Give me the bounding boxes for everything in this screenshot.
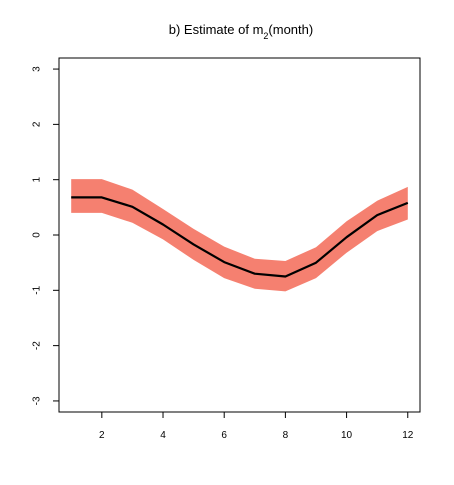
y-tick-label: 2 [32,121,43,127]
y-tick-label: 0 [32,232,43,238]
x-tick-label: 6 [221,430,227,441]
x-tick-label: 10 [341,430,353,441]
x-axis: 2 4 6 8 10 12 [99,412,414,441]
y-tick-label: 1 [32,176,43,182]
y-tick-label: 3 [32,66,43,72]
y-tick-label: -1 [32,285,43,294]
chart-title: b) Estimate of m2(month) [169,22,313,41]
y-tick-label: -2 [32,341,43,350]
x-tick-label: 4 [160,430,166,441]
x-tick-label: 12 [402,430,414,441]
y-axis: -3 -2 -1 0 1 2 3 [32,66,59,405]
x-tick-label: 2 [99,430,105,441]
y-tick-label: -3 [32,396,43,405]
confidence-band [71,179,408,292]
plot-area [71,179,409,292]
series-line-0 [71,196,409,278]
x-tick-label: 8 [283,430,289,441]
